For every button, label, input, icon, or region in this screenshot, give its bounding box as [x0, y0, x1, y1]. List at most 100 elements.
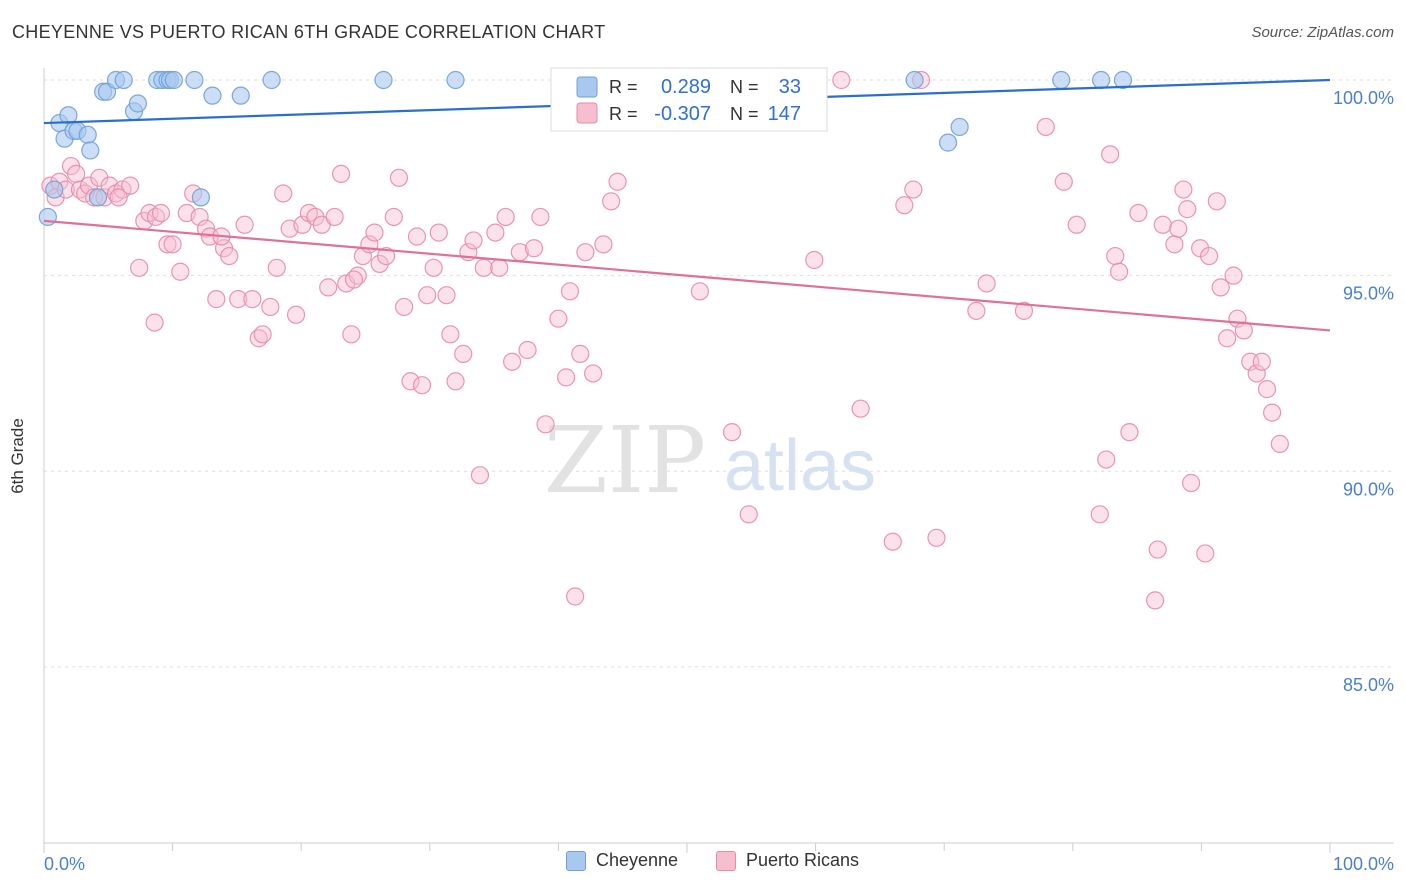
- data-point: [805, 250, 824, 270]
- data-point: [441, 325, 460, 344]
- data-point: [128, 94, 147, 113]
- data-point: [1247, 364, 1266, 383]
- data-point: [331, 164, 351, 184]
- data-point: [394, 297, 414, 317]
- y-tick-labels: 100.0% 95.0% 90.0% 85.0%: [1333, 88, 1394, 695]
- data-point: [446, 70, 465, 90]
- data-point: [1036, 117, 1055, 137]
- data-point: [424, 258, 443, 277]
- legend-swatch-puerto-ricans: [716, 850, 736, 871]
- data-point: [1090, 505, 1109, 524]
- legend-swatch-puerto-ricans: [576, 102, 598, 124]
- legend-r-label-puerto-ricans: R =: [609, 104, 638, 124]
- data-point: [594, 235, 613, 254]
- watermark: ZIP atlas: [544, 407, 876, 514]
- data-point: [883, 532, 902, 551]
- data-point: [1211, 278, 1230, 297]
- data-point: [412, 376, 432, 395]
- data-point: [549, 309, 568, 328]
- y-tick-label: 95.0%: [1343, 284, 1394, 304]
- data-point: [164, 70, 183, 90]
- data-point: [446, 372, 465, 391]
- chart-source: Source: ZipAtlas.com: [1251, 24, 1394, 41]
- data-point: [344, 270, 364, 289]
- data-point: [384, 207, 403, 227]
- legend-item-puerto-ricans[interactable]: Puerto Ricans: [716, 850, 859, 871]
- data-point: [1207, 192, 1226, 211]
- data-point: [1146, 591, 1165, 610]
- data-point: [45, 180, 64, 199]
- data-point: [895, 196, 914, 215]
- data-point: [376, 246, 396, 266]
- y-tick-label: 100.0%: [1333, 88, 1394, 108]
- data-point: [374, 70, 393, 90]
- x-tick-labels: 0.0% 100.0%: [44, 854, 1394, 874]
- data-point: [342, 325, 361, 344]
- data-point: [1097, 450, 1116, 469]
- trend-line-puerto-ricans: [43, 219, 1331, 332]
- data-point: [576, 243, 595, 262]
- data-point: [503, 352, 522, 371]
- y-tick-label: 85.0%: [1343, 675, 1394, 695]
- data-point: [1091, 70, 1111, 90]
- data-point: [602, 192, 621, 211]
- data-point: [739, 505, 758, 524]
- data-point: [319, 278, 338, 297]
- data-point: [243, 290, 262, 309]
- data-point: [145, 313, 164, 332]
- data-point: [1169, 219, 1188, 238]
- data-point: [401, 372, 420, 391]
- data-point: [608, 172, 627, 191]
- legend-item-cheyenne[interactable]: Cheyenne: [566, 850, 678, 871]
- data-point: [1052, 70, 1071, 90]
- data-point: [496, 207, 515, 227]
- data-point: [203, 86, 222, 105]
- data-point: [429, 223, 448, 242]
- data-point: [474, 258, 493, 277]
- data-point: [1200, 246, 1219, 266]
- legend-r-value-puerto-ricans: -0.307: [654, 103, 711, 125]
- data-point: [1120, 423, 1139, 442]
- data-point: [171, 262, 190, 281]
- data-point: [1100, 145, 1120, 164]
- data-point: [1129, 203, 1148, 223]
- data-point: [518, 340, 537, 360]
- data-point: [190, 207, 209, 227]
- data-point: [158, 235, 177, 254]
- data-point: [437, 286, 456, 305]
- legend-n-label-cheyenne: N =: [730, 77, 759, 97]
- data-point: [229, 290, 248, 309]
- x-tick-label-left: 0.0%: [44, 854, 85, 874]
- data-point: [130, 258, 149, 277]
- data-point: [524, 239, 544, 258]
- watermark-zip: ZIP: [544, 407, 706, 514]
- data-point: [571, 344, 590, 363]
- data-point: [851, 399, 870, 418]
- series-legend: Cheyenne Puerto Ricans: [0, 850, 1406, 880]
- data-point: [1106, 246, 1125, 266]
- legend-r-label-cheyenne: R =: [609, 77, 638, 97]
- data-point: [81, 141, 100, 160]
- data-point: [418, 286, 437, 305]
- legend-n-value-cheyenne: 33: [779, 76, 801, 98]
- data-point: [185, 70, 204, 90]
- data-point: [109, 188, 128, 207]
- data-point: [1165, 235, 1184, 254]
- data-point: [235, 215, 254, 234]
- stats-legend: R = 0.289 N = 33 R = -0.307 N = 147: [550, 67, 828, 132]
- data-point: [88, 188, 108, 207]
- data-point: [1153, 215, 1172, 234]
- data-point: [905, 70, 924, 90]
- legend-label-cheyenne: Cheyenne: [596, 850, 679, 870]
- data-point: [220, 246, 239, 266]
- data-point: [722, 423, 742, 442]
- data-point: [938, 133, 958, 152]
- data-point: [261, 297, 280, 317]
- data-point: [904, 180, 923, 199]
- data-point: [464, 231, 483, 250]
- data-point: [1174, 180, 1193, 199]
- gridlines: [44, 79, 1394, 668]
- data-point: [253, 325, 272, 344]
- data-point: [1014, 301, 1034, 320]
